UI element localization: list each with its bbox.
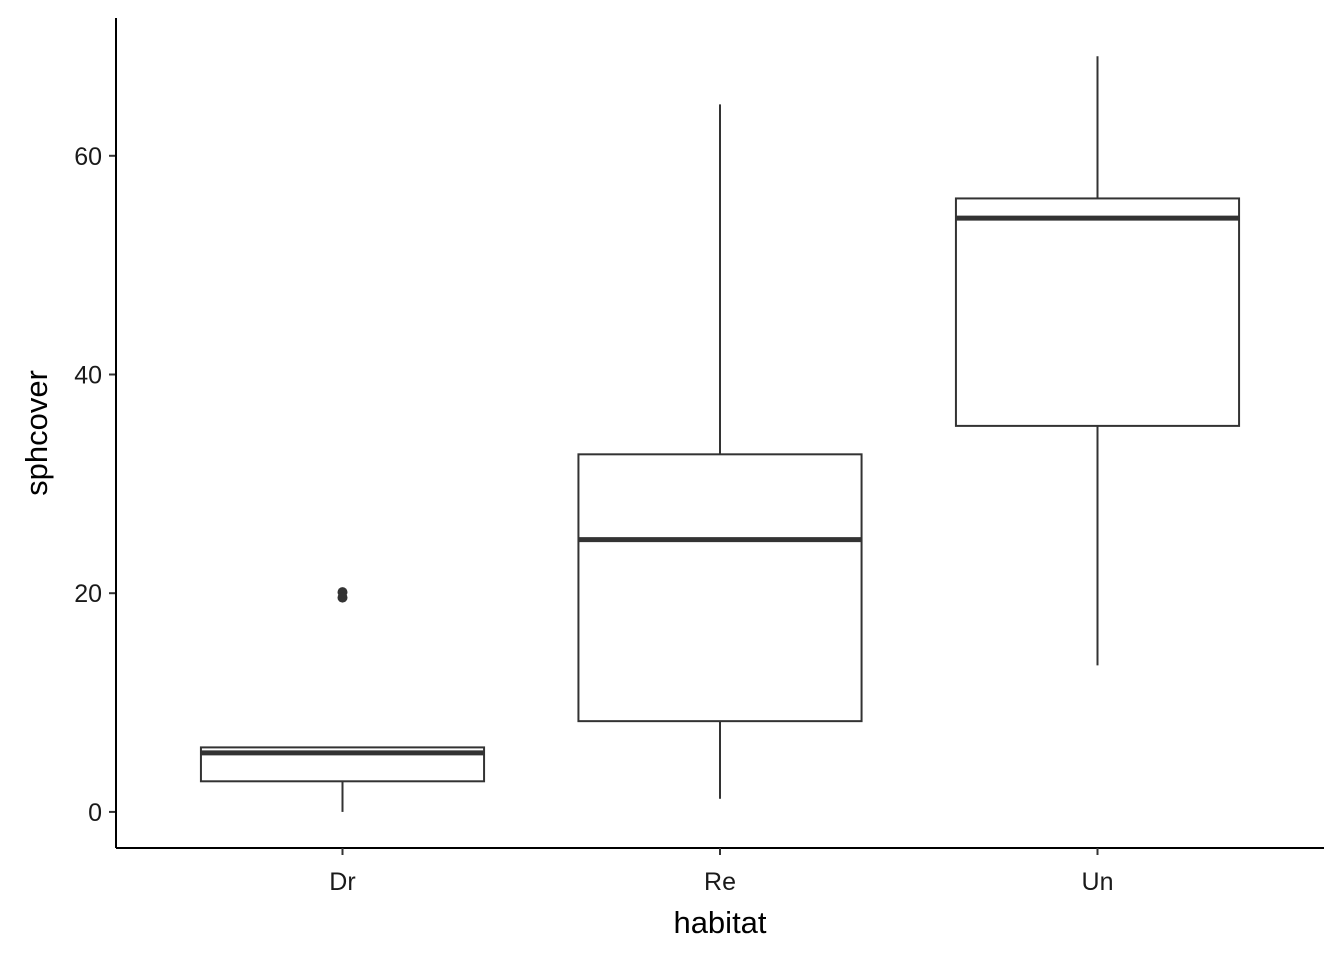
x-tick-label: Re [704, 868, 736, 896]
y-tick-label: 0 [88, 799, 102, 827]
y-axis-title: sphcover [19, 370, 54, 496]
y-tick-label: 40 [74, 361, 102, 389]
x-axis-title: habitat [673, 905, 766, 940]
outlier [337, 592, 348, 603]
x-tick-label: Un [1082, 868, 1114, 896]
box [577, 453, 863, 723]
y-tick-label: 60 [74, 143, 102, 171]
x-tick-label: Dr [329, 868, 355, 896]
box [954, 197, 1241, 427]
y-tick-label: 20 [74, 580, 102, 608]
